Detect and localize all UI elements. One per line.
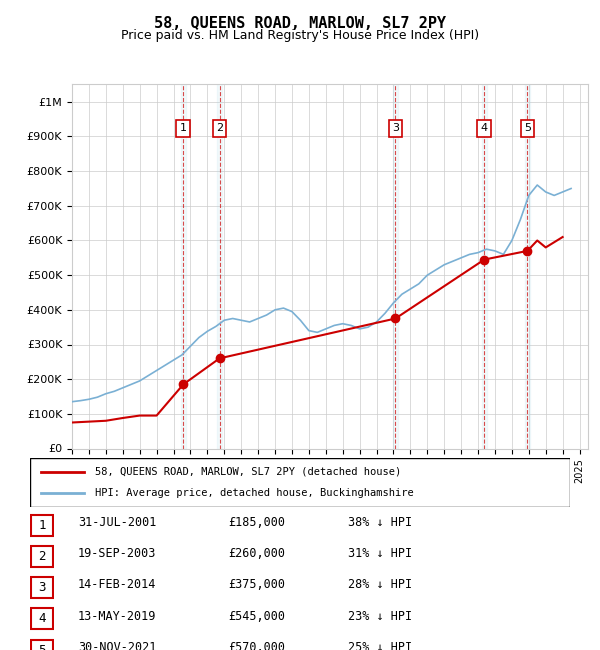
Text: 1: 1 — [38, 519, 46, 532]
Text: 28% ↓ HPI: 28% ↓ HPI — [348, 578, 412, 592]
FancyBboxPatch shape — [30, 458, 570, 507]
Text: 5: 5 — [38, 644, 46, 650]
Text: 14-FEB-2014: 14-FEB-2014 — [78, 578, 157, 592]
Text: 38% ↓ HPI: 38% ↓ HPI — [348, 516, 412, 529]
Bar — [525, 84, 530, 448]
Text: 19-SEP-2003: 19-SEP-2003 — [78, 547, 157, 560]
Text: 13-MAY-2019: 13-MAY-2019 — [78, 610, 157, 623]
Text: 5: 5 — [524, 124, 531, 133]
FancyBboxPatch shape — [31, 546, 53, 567]
FancyBboxPatch shape — [31, 515, 53, 536]
Text: 1: 1 — [180, 124, 187, 133]
Text: 4: 4 — [38, 612, 46, 625]
Text: 58, QUEENS ROAD, MARLOW, SL7 2PY: 58, QUEENS ROAD, MARLOW, SL7 2PY — [154, 16, 446, 31]
Text: £260,000: £260,000 — [228, 547, 285, 560]
Text: 3: 3 — [38, 581, 46, 594]
FancyBboxPatch shape — [31, 577, 53, 598]
Text: £375,000: £375,000 — [228, 578, 285, 592]
Text: HPI: Average price, detached house, Buckinghamshire: HPI: Average price, detached house, Buck… — [95, 488, 413, 499]
FancyBboxPatch shape — [31, 608, 53, 629]
Text: £545,000: £545,000 — [228, 610, 285, 623]
Text: 30-NOV-2021: 30-NOV-2021 — [78, 641, 157, 650]
Bar — [482, 84, 487, 448]
Text: 2: 2 — [216, 124, 223, 133]
Text: 25% ↓ HPI: 25% ↓ HPI — [348, 641, 412, 650]
Text: Price paid vs. HM Land Registry's House Price Index (HPI): Price paid vs. HM Land Registry's House … — [121, 29, 479, 42]
Bar — [393, 84, 398, 448]
Text: £185,000: £185,000 — [228, 516, 285, 529]
Text: 3: 3 — [392, 124, 399, 133]
Text: £570,000: £570,000 — [228, 641, 285, 650]
Bar — [181, 84, 186, 448]
Text: 2: 2 — [38, 550, 46, 563]
Bar — [217, 84, 222, 448]
Text: 23% ↓ HPI: 23% ↓ HPI — [348, 610, 412, 623]
Text: 31-JUL-2001: 31-JUL-2001 — [78, 516, 157, 529]
Text: 4: 4 — [481, 124, 488, 133]
FancyBboxPatch shape — [31, 640, 53, 650]
Text: 31% ↓ HPI: 31% ↓ HPI — [348, 547, 412, 560]
Text: 58, QUEENS ROAD, MARLOW, SL7 2PY (detached house): 58, QUEENS ROAD, MARLOW, SL7 2PY (detach… — [95, 467, 401, 477]
